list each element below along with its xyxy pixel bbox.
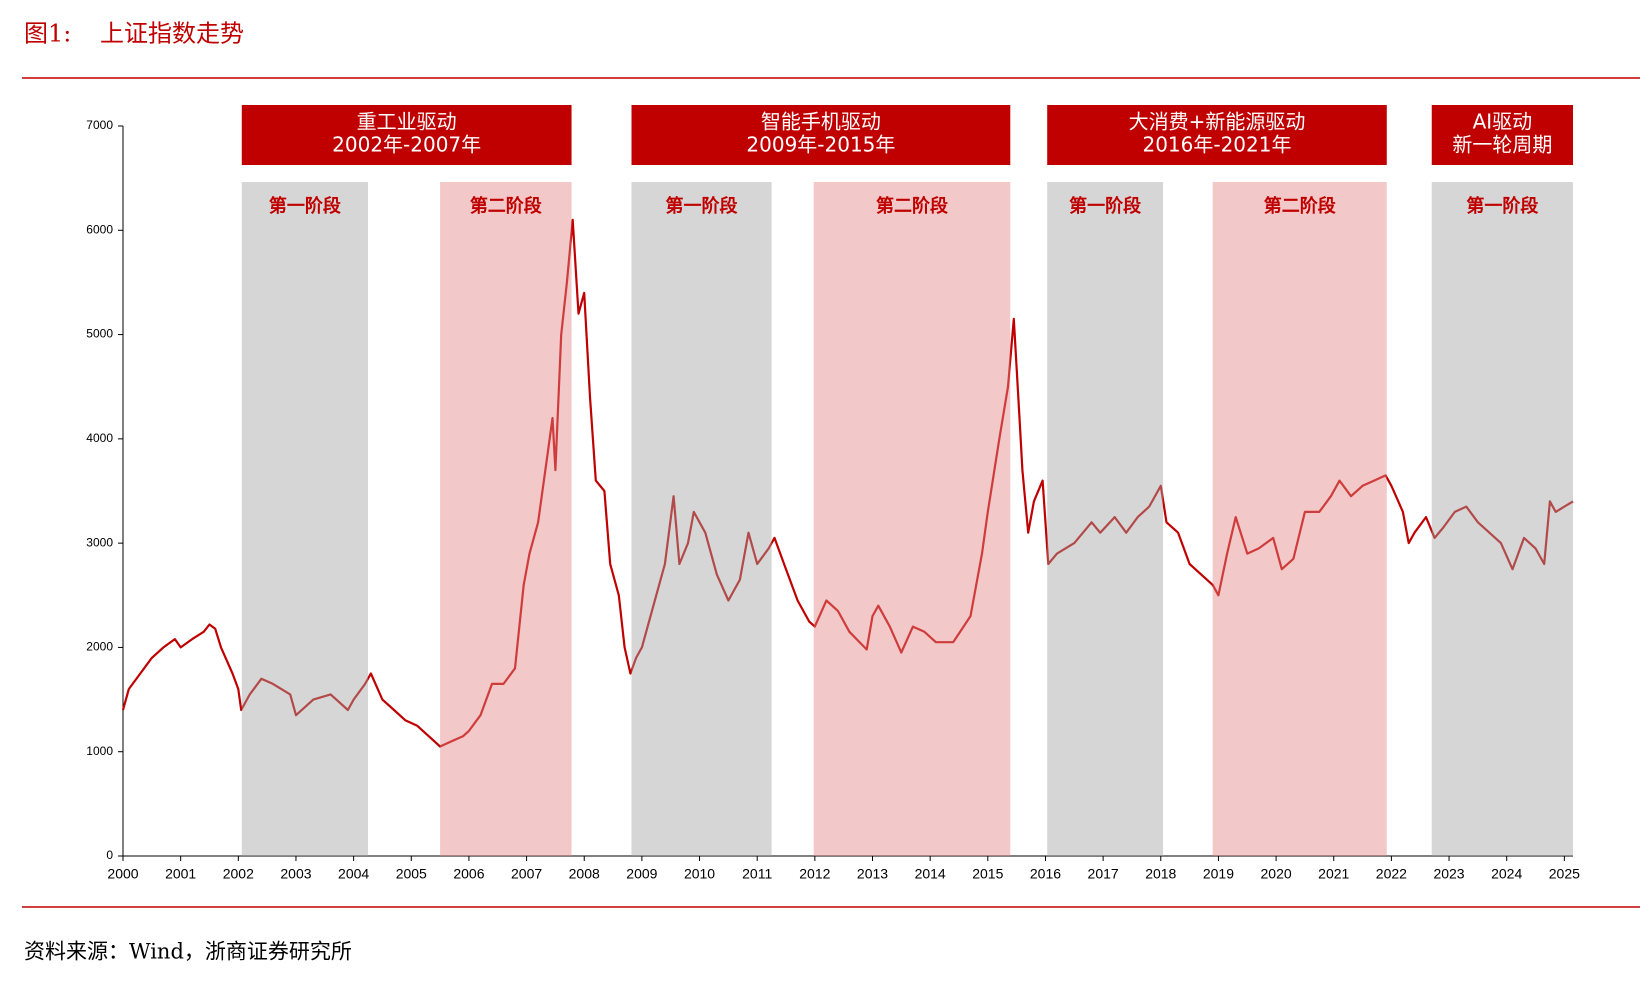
x-tick-label: 2010 bbox=[684, 866, 715, 882]
phase-band bbox=[1212, 182, 1387, 856]
phase-band bbox=[813, 182, 1011, 856]
x-tick-label: 2020 bbox=[1261, 866, 1292, 882]
x-tick-label: 2001 bbox=[165, 866, 196, 882]
x-tick-label: 2024 bbox=[1491, 866, 1522, 882]
y-tick-label: 0 bbox=[106, 848, 113, 862]
chart-title: 上证指数走势 bbox=[100, 20, 244, 48]
x-tick-label: 2018 bbox=[1145, 866, 1176, 882]
era-box bbox=[1431, 105, 1573, 165]
x-tick-label: 2003 bbox=[280, 866, 311, 882]
phase-band bbox=[241, 182, 369, 856]
x-tick-label: 2015 bbox=[972, 866, 1003, 882]
phase-label: 第二阶段 bbox=[876, 195, 949, 217]
phase-label: 第一阶段 bbox=[269, 195, 342, 217]
era-label: AI驱动 bbox=[1473, 110, 1533, 134]
era-label: 智能手机驱动 bbox=[761, 110, 881, 134]
x-tick-label: 2006 bbox=[453, 866, 484, 882]
era-box bbox=[241, 105, 572, 165]
y-tick-label: 7000 bbox=[86, 118, 113, 132]
y-tick-label: 4000 bbox=[86, 431, 113, 445]
x-tick-label: 2004 bbox=[338, 866, 369, 882]
x-tick-label: 2009 bbox=[626, 866, 657, 882]
phase-label: 第二阶段 bbox=[1264, 195, 1337, 217]
x-tick-label: 2011 bbox=[742, 866, 772, 882]
x-tick-label: 2008 bbox=[569, 866, 600, 882]
x-tick-label: 2017 bbox=[1088, 866, 1119, 882]
era-label: 大消费+新能源驱动 bbox=[1129, 110, 1306, 134]
y-tick-label: 1000 bbox=[86, 744, 113, 758]
x-tick-label: 2021 bbox=[1318, 866, 1349, 882]
phase-label: 第一阶段 bbox=[1069, 195, 1142, 217]
y-tick-label: 3000 bbox=[86, 535, 113, 549]
phase-band bbox=[631, 182, 772, 856]
phase-band bbox=[440, 182, 572, 856]
phase-label: 第一阶段 bbox=[666, 195, 739, 217]
phase-label: 第一阶段 bbox=[1466, 195, 1539, 217]
era-label: 2016年-2021年 bbox=[1142, 133, 1291, 157]
x-tick-label: 2023 bbox=[1433, 866, 1464, 882]
figure-label: 图1: bbox=[24, 20, 71, 48]
y-tick-label: 2000 bbox=[86, 640, 113, 654]
x-tick-label: 2000 bbox=[107, 866, 138, 882]
x-tick-label: 2013 bbox=[857, 866, 888, 882]
era-box bbox=[631, 105, 1011, 165]
x-tick-label: 2019 bbox=[1203, 866, 1234, 882]
era-label: 新一轮周期 bbox=[1452, 133, 1552, 157]
x-tick-label: 2025 bbox=[1549, 866, 1580, 882]
x-tick-label: 2005 bbox=[396, 866, 427, 882]
era-box bbox=[1047, 105, 1387, 165]
source-note: 资料来源：Wind，浙商证券研究所 bbox=[24, 940, 352, 964]
index-line bbox=[121, 218, 1574, 748]
y-tick-label: 6000 bbox=[86, 222, 113, 236]
era-label: 2002年-2007年 bbox=[332, 133, 481, 157]
x-tick-label: 2002 bbox=[223, 866, 254, 882]
y-tick-label: 5000 bbox=[86, 327, 113, 341]
era-label: 2009年-2015年 bbox=[746, 133, 895, 157]
phase-band bbox=[1431, 182, 1573, 856]
x-tick-label: 2014 bbox=[915, 866, 946, 882]
era-label: 重工业驱动 bbox=[357, 110, 457, 134]
phase-band bbox=[1047, 182, 1164, 856]
x-tick-label: 2012 bbox=[799, 866, 830, 882]
x-tick-label: 2022 bbox=[1376, 866, 1407, 882]
x-tick-label: 2007 bbox=[511, 866, 542, 882]
x-tick-label: 2016 bbox=[1030, 866, 1061, 882]
phase-label: 第二阶段 bbox=[470, 195, 543, 217]
